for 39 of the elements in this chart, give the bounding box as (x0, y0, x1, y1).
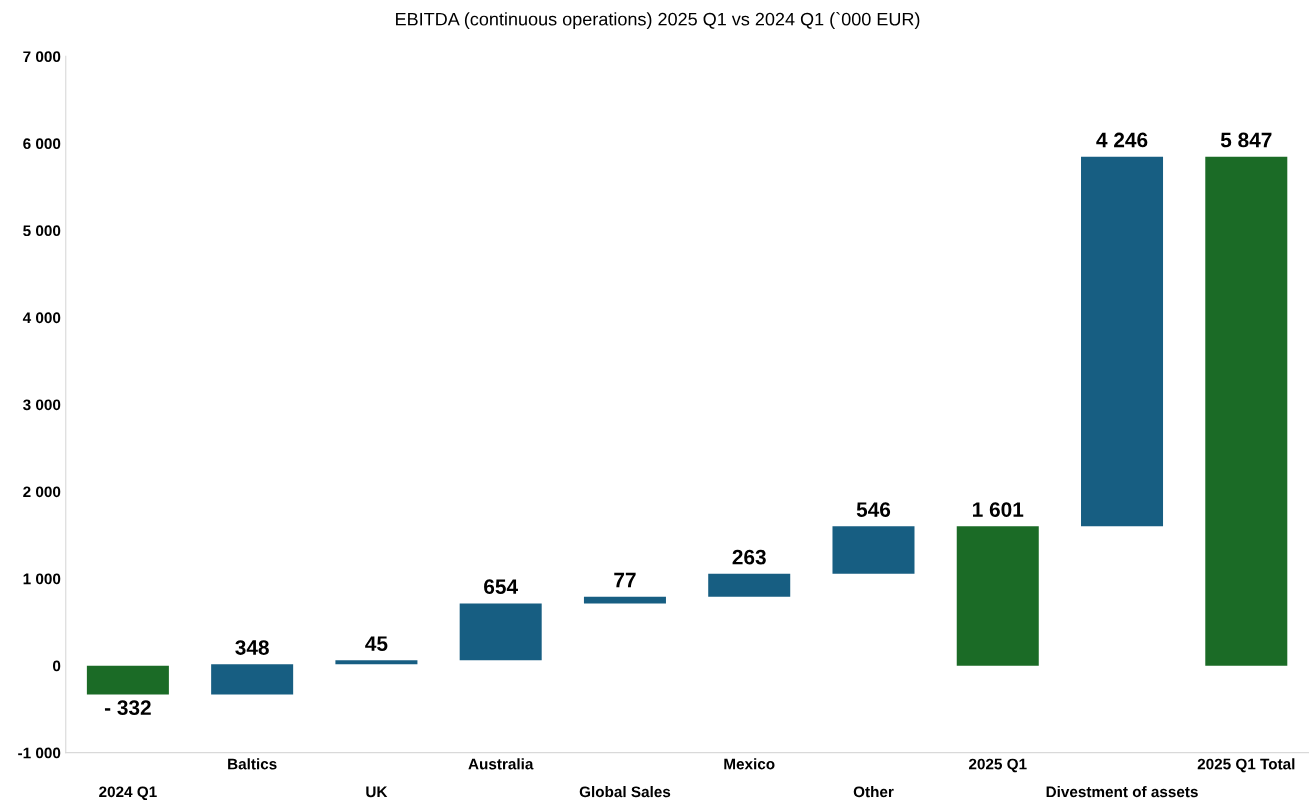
bar (956, 526, 1039, 666)
x-tick-label: Mexico (724, 758, 775, 770)
x-tick-label: Australia (468, 758, 534, 770)
y-tick-label: 1 000 (23, 573, 61, 585)
bar (1081, 156, 1164, 527)
data-label: 77 (614, 572, 636, 588)
bar (211, 664, 294, 695)
y-tick-label: -1 000 (18, 747, 61, 759)
bar (1205, 156, 1288, 666)
x-tick-label: 2025 Q1 (968, 758, 1027, 773)
x-tick-label: Global Sales (579, 786, 671, 798)
y-tick-label: 0 (53, 660, 61, 672)
bar (86, 665, 169, 695)
data-label: - 332 (104, 700, 151, 716)
data-label: 654 (484, 579, 518, 595)
y-tick-label: 6 000 (23, 138, 61, 150)
y-tick-label: 7 000 (23, 51, 61, 63)
data-label: 1 601 (973, 502, 1024, 517)
data-label: 263 (732, 549, 766, 565)
bar (335, 660, 418, 665)
data-label: 546 (856, 502, 891, 517)
x-tick-label: Divestment of assets (1046, 786, 1198, 798)
y-tick-label: 3 000 (23, 399, 61, 411)
y-tick-label: 5 000 (23, 225, 61, 237)
x-tick-label: Baltics (228, 758, 277, 770)
data-label: 45 (365, 636, 388, 651)
x-tick-label: Other (853, 786, 894, 798)
data-label: 5 847 (1220, 132, 1272, 148)
bar (708, 573, 791, 597)
x-tick-label: 2025 Q1 Total (1197, 758, 1295, 773)
chart-title: EBITDA (continuous operations) 2025 Q1 vs 2024 Q1 (`000 EUR) (396, 12, 920, 30)
x-tick-label: 2024 Q1 (99, 786, 157, 801)
bar (459, 603, 542, 661)
y-tick-label: 2 000 (23, 486, 61, 498)
x-tick-label: UK (366, 786, 388, 798)
bar (832, 526, 915, 574)
data-label: 4 246 (1096, 132, 1148, 148)
y-tick-label: 4 000 (22, 312, 61, 324)
data-label: 348 (235, 640, 269, 655)
